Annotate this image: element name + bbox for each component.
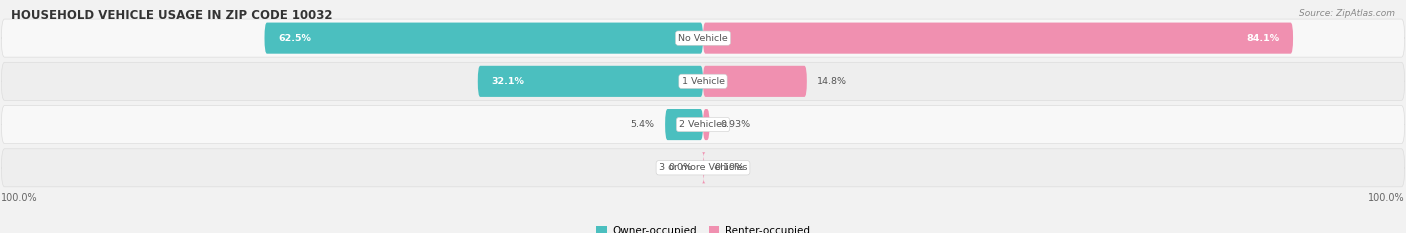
Legend: Owner-occupied, Renter-occupied: Owner-occupied, Renter-occupied: [596, 226, 810, 233]
Text: 5.4%: 5.4%: [630, 120, 655, 129]
Text: 3 or more Vehicles: 3 or more Vehicles: [659, 163, 747, 172]
FancyBboxPatch shape: [264, 23, 703, 54]
Text: HOUSEHOLD VEHICLE USAGE IN ZIP CODE 10032: HOUSEHOLD VEHICLE USAGE IN ZIP CODE 1003…: [11, 9, 333, 22]
FancyBboxPatch shape: [1, 106, 1405, 144]
FancyBboxPatch shape: [665, 109, 703, 140]
FancyBboxPatch shape: [478, 66, 703, 97]
FancyBboxPatch shape: [1, 149, 1405, 187]
Text: 0.19%: 0.19%: [714, 163, 745, 172]
FancyBboxPatch shape: [703, 23, 1294, 54]
FancyBboxPatch shape: [703, 66, 807, 97]
Text: No Vehicle: No Vehicle: [678, 34, 728, 43]
Text: 0.93%: 0.93%: [720, 120, 751, 129]
Text: 100.0%: 100.0%: [1368, 193, 1405, 203]
FancyBboxPatch shape: [703, 109, 710, 140]
Text: 14.8%: 14.8%: [817, 77, 848, 86]
FancyBboxPatch shape: [702, 152, 706, 183]
Text: Source: ZipAtlas.com: Source: ZipAtlas.com: [1299, 9, 1395, 18]
Text: 100.0%: 100.0%: [1, 193, 38, 203]
Text: 1 Vehicle: 1 Vehicle: [682, 77, 724, 86]
FancyBboxPatch shape: [1, 19, 1405, 57]
FancyBboxPatch shape: [1, 62, 1405, 100]
Text: 32.1%: 32.1%: [492, 77, 524, 86]
Text: 2 Vehicles: 2 Vehicles: [679, 120, 727, 129]
Text: 84.1%: 84.1%: [1246, 34, 1279, 43]
Text: 62.5%: 62.5%: [278, 34, 311, 43]
Text: 0.0%: 0.0%: [668, 163, 693, 172]
